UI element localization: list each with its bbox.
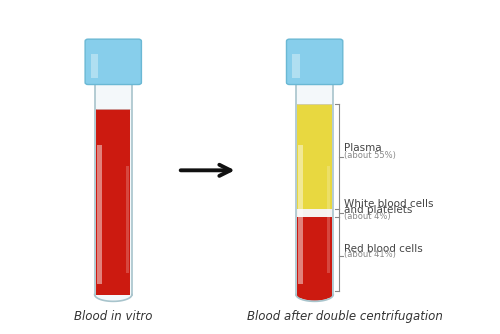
Text: Red blood cells: Red blood cells <box>344 244 423 254</box>
Ellipse shape <box>96 295 130 300</box>
Text: Blood in vitro: Blood in vitro <box>74 310 152 323</box>
Bar <box>298 145 303 284</box>
Text: Blood after double centrifugation: Blood after double centrifugation <box>246 310 442 323</box>
Bar <box>97 145 102 284</box>
Ellipse shape <box>296 288 334 301</box>
FancyBboxPatch shape <box>286 39 343 85</box>
Bar <box>94 81 132 295</box>
Bar <box>298 209 332 216</box>
Bar <box>298 105 332 209</box>
Text: White blood cells: White blood cells <box>344 199 434 209</box>
Bar <box>96 109 130 295</box>
Ellipse shape <box>298 288 332 301</box>
Bar <box>292 53 300 78</box>
Text: (about 55%): (about 55%) <box>344 151 396 160</box>
Ellipse shape <box>94 288 132 301</box>
Bar <box>296 81 334 295</box>
Bar <box>295 76 334 82</box>
Bar <box>298 216 332 298</box>
Text: and platelets: and platelets <box>344 205 412 215</box>
FancyBboxPatch shape <box>85 39 141 85</box>
Text: (about 41%): (about 41%) <box>344 250 396 259</box>
Bar <box>328 166 330 273</box>
Bar <box>90 53 98 78</box>
Text: (about 4%): (about 4%) <box>344 211 391 220</box>
Bar <box>126 166 129 273</box>
Text: Plasma: Plasma <box>344 143 382 153</box>
Bar <box>94 76 133 82</box>
Ellipse shape <box>298 295 332 300</box>
